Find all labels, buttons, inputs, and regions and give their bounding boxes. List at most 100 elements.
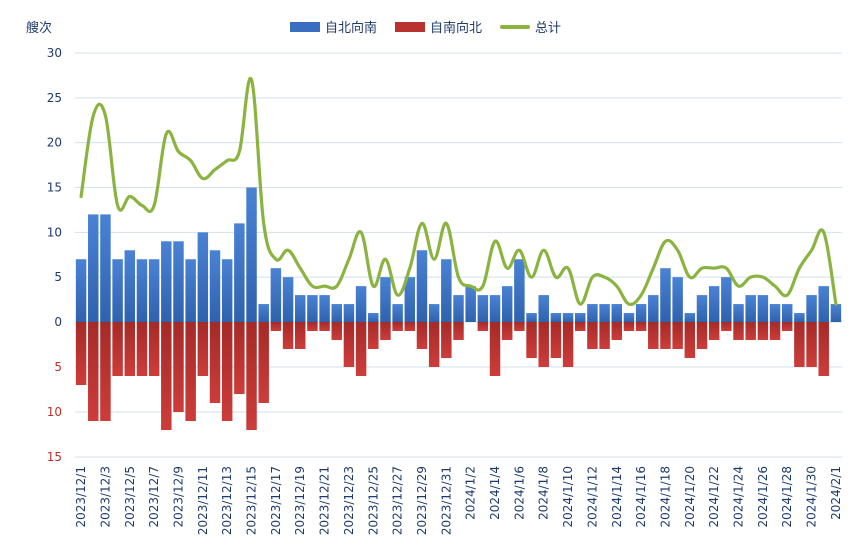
bar-southbound	[806, 295, 817, 322]
x-tick-label: 2024/1/22	[707, 466, 721, 528]
bar-northbound	[818, 322, 829, 376]
bar-northbound	[161, 322, 172, 430]
bar-northbound	[209, 322, 221, 403]
bar-southbound	[769, 304, 781, 322]
bar-southbound	[477, 295, 489, 322]
bar-southbound	[562, 313, 574, 322]
x-tick-label: 2023/12/23	[342, 466, 356, 535]
bar-southbound	[733, 304, 744, 322]
bar-southbound	[307, 295, 318, 322]
legend-swatch-north	[395, 21, 426, 32]
x-tick-label: 2023/12/1	[74, 466, 88, 528]
bar-southbound	[745, 295, 756, 322]
legend-swatch-total	[500, 24, 531, 29]
bar-northbound	[769, 322, 781, 340]
x-tick-label: 2024/1/20	[683, 466, 697, 528]
bar-southbound	[514, 259, 525, 322]
legend-item-north: 自南向北	[395, 17, 482, 36]
x-tick-label: 2023/12/21	[318, 466, 332, 535]
x-tick-label: 2024/1/26	[756, 466, 770, 528]
y-tick-label: 5	[54, 270, 62, 284]
x-tick-label: 2023/12/25	[366, 466, 380, 535]
bar-southbound	[757, 295, 769, 322]
bar-southbound	[501, 286, 513, 322]
bar-northbound	[112, 322, 123, 376]
bar-northbound	[514, 322, 525, 331]
bar-southbound	[404, 277, 416, 322]
bar-southbound	[270, 268, 282, 322]
bar-southbound	[112, 259, 123, 322]
bar-southbound	[587, 304, 598, 322]
bar-southbound	[282, 277, 294, 322]
x-tick-label: 2024/1/6	[512, 466, 526, 520]
y-tick-label-lower: 15	[47, 450, 62, 464]
bar-southbound	[684, 313, 696, 322]
bar-northbound	[307, 322, 318, 331]
x-tick-label: 2023/12/29	[415, 466, 429, 535]
bar-northbound	[708, 322, 720, 340]
bar-southbound	[660, 268, 671, 322]
y-unit-label: 艘次	[26, 21, 53, 36]
x-tick-label: 2024/1/28	[780, 466, 794, 528]
bar-northbound	[489, 322, 501, 376]
bar-northbound	[623, 322, 635, 331]
bar-southbound	[453, 295, 464, 322]
y-tick-label-lower: 5	[54, 360, 62, 374]
bar-northbound	[368, 322, 379, 349]
legend: 自北向南 自南向北 总计	[290, 17, 579, 36]
bar-southbound	[781, 304, 793, 322]
bar-northbound	[234, 322, 245, 394]
bar-southbound	[197, 232, 209, 322]
bar-northbound	[660, 322, 671, 349]
bar-southbound	[136, 259, 148, 322]
bar-southbound	[794, 313, 805, 322]
y-tick-label: 25	[47, 91, 62, 105]
bar-southbound	[672, 277, 683, 322]
x-tick-label: 2023/12/27	[391, 466, 405, 535]
bar-northbound	[221, 322, 233, 421]
bar-northbound	[587, 322, 598, 349]
bar-northbound	[526, 322, 537, 358]
bar-southbound	[294, 295, 306, 322]
bar-northbound	[648, 322, 659, 349]
bar-northbound	[416, 322, 428, 349]
y-tick-label: 15	[47, 181, 62, 195]
x-tick-label: 2023/12/11	[196, 466, 210, 535]
x-tick-label: 2024/1/12	[585, 466, 599, 528]
bar-northbound	[635, 322, 647, 331]
x-tick-label: 2023/12/17	[269, 466, 283, 535]
bar-northbound	[721, 322, 732, 331]
bar-northbound	[282, 322, 294, 349]
bar-northbound	[100, 322, 111, 421]
bar-northbound	[136, 322, 148, 376]
bar-southbound	[343, 304, 355, 322]
bar-northbound	[672, 322, 683, 349]
bar-northbound	[562, 322, 574, 367]
bar-southbound	[392, 304, 403, 322]
x-tick-label: 2024/1/14	[610, 466, 624, 528]
bar-northbound	[684, 322, 696, 358]
bar-northbound	[319, 322, 330, 331]
bar-northbound	[441, 322, 452, 358]
bar-northbound	[501, 322, 513, 340]
bar-southbound	[124, 250, 136, 322]
bar-southbound	[635, 304, 647, 322]
legend-label-south: 自北向南	[325, 21, 378, 36]
y-tick-label-lower: 10	[47, 405, 62, 419]
bar-southbound	[538, 295, 549, 322]
bar-southbound	[173, 241, 184, 322]
bar-southbound	[611, 304, 623, 322]
bar-southbound	[428, 304, 440, 322]
bar-southbound	[221, 259, 233, 322]
bar-northbound	[173, 322, 184, 412]
legend-item-total: 总计	[500, 17, 561, 36]
x-tick-label: 2023/12/3	[98, 466, 112, 528]
bar-southbound	[258, 304, 269, 322]
y-tick-label: 20	[47, 136, 62, 150]
bar-northbound	[794, 322, 805, 367]
y-tick-label: 10	[47, 225, 62, 239]
bar-southbound	[234, 223, 245, 322]
x-tick-label: 2024/1/8	[537, 466, 551, 520]
bar-northbound	[453, 322, 464, 340]
